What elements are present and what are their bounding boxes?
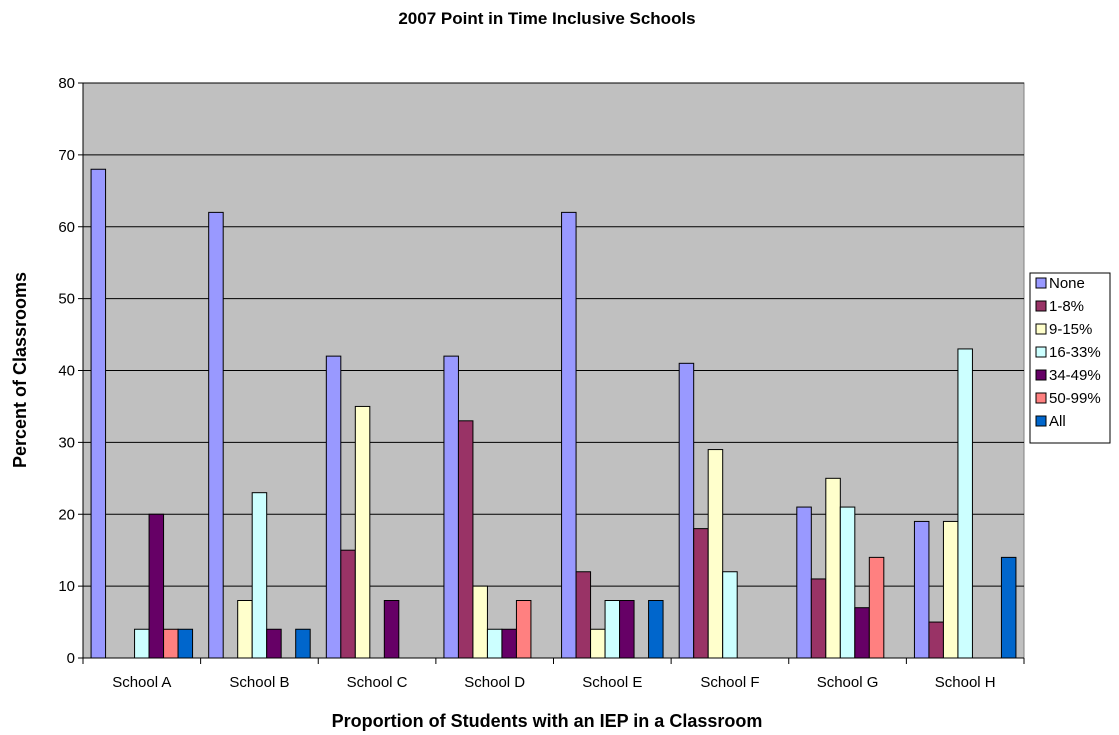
legend-label: 9-15% xyxy=(1049,321,1092,338)
bar-1-8--3 xyxy=(457,420,474,659)
bar-50-99--6 xyxy=(868,556,885,659)
x-tick-label: School F xyxy=(700,674,759,691)
bar-none-7 xyxy=(913,520,930,659)
x-tick-label: School D xyxy=(464,674,525,691)
y-tick-label: 70 xyxy=(58,147,75,164)
bar-9-15--7 xyxy=(942,520,959,659)
legend-swatch xyxy=(1035,323,1047,335)
bar-34-49--3 xyxy=(501,628,517,659)
bar-all-1 xyxy=(295,628,311,659)
bar-16-33--0 xyxy=(134,628,150,659)
bar-34-49--2 xyxy=(383,600,400,659)
legend-swatch xyxy=(1035,300,1047,312)
legend-swatch xyxy=(1035,346,1047,358)
legend-label: All xyxy=(1049,413,1066,430)
x-tick-label: School B xyxy=(229,674,289,691)
legend-label: 50-99% xyxy=(1049,390,1101,407)
bar-16-33--1 xyxy=(251,492,268,659)
bar-1-8--5 xyxy=(693,528,709,659)
y-tick-label: 50 xyxy=(58,291,75,308)
y-tick-label: 30 xyxy=(58,434,75,451)
bar-50-99--3 xyxy=(515,600,532,659)
bar-all-7 xyxy=(1000,556,1017,659)
bar-34-49--4 xyxy=(619,600,635,659)
legend-swatch xyxy=(1035,392,1047,404)
bar-9-15--2 xyxy=(354,405,371,659)
bar-34-49--6 xyxy=(854,607,870,659)
legend-label: 1-8% xyxy=(1049,298,1084,315)
legend-box xyxy=(1029,272,1111,444)
bar-1-8--7 xyxy=(928,621,944,659)
bar-9-15--1 xyxy=(237,600,253,659)
bar-none-1 xyxy=(208,211,224,659)
bar-16-33--7 xyxy=(957,348,973,659)
y-tick-label: 0 xyxy=(67,650,75,667)
bar-none-4 xyxy=(561,211,577,659)
legend-swatch xyxy=(1035,277,1047,289)
bar-16-33--4 xyxy=(604,600,621,659)
x-tick-label: School A xyxy=(112,674,171,691)
bar-1-8--2 xyxy=(340,549,356,659)
x-tick-label: School E xyxy=(582,674,642,691)
y-axis-title: Percent of Classrooms xyxy=(10,272,30,468)
bar-none-6 xyxy=(796,506,812,659)
bar-16-33--5 xyxy=(722,571,738,659)
bar-34-49--0 xyxy=(148,513,165,659)
x-tick-label: School G xyxy=(817,674,879,691)
bar-all-0 xyxy=(177,628,194,659)
y-tick-label: 80 xyxy=(58,75,75,92)
bar-50-99--0 xyxy=(163,628,179,659)
bar-none-3 xyxy=(443,355,459,659)
bar-9-15--5 xyxy=(707,449,724,659)
x-tick-label: School H xyxy=(935,674,996,691)
y-tick-label: 60 xyxy=(58,219,75,236)
x-axis-title: Proportion of Students with an IEP in a … xyxy=(332,711,763,731)
bar-all-4 xyxy=(648,600,664,659)
legend: None 1-8% 9-15% 16-33% 34-49% 50-99% All xyxy=(1029,272,1111,444)
bar-1-8--4 xyxy=(575,571,592,659)
chart-title: 2007 Point in Time Inclusive Schools xyxy=(398,9,695,28)
bar-16-33--3 xyxy=(486,628,503,659)
legend-label: 34-49% xyxy=(1049,367,1101,384)
gridlines xyxy=(83,82,1024,587)
bar-9-15--3 xyxy=(472,585,488,659)
y-tick-label: 10 xyxy=(58,578,75,595)
y-tick-label: 40 xyxy=(58,363,75,380)
bar-none-0 xyxy=(90,168,107,659)
legend-swatch xyxy=(1035,415,1047,427)
bars xyxy=(90,168,1017,659)
y-tick-label: 20 xyxy=(58,506,75,523)
bar-none-2 xyxy=(325,355,342,659)
bar-16-33--6 xyxy=(839,506,856,659)
bar-9-15--4 xyxy=(590,628,606,659)
legend-label: 16-33% xyxy=(1049,344,1101,361)
y-axis: 0 10 20 30 40 50 60 70 80 xyxy=(58,75,84,667)
bar-1-8--6 xyxy=(810,578,827,659)
bar-34-49--1 xyxy=(266,628,282,659)
legend-swatch xyxy=(1035,369,1047,381)
legend-label: None xyxy=(1049,275,1085,292)
bar-none-5 xyxy=(678,362,695,659)
x-axis: School A School B School C School D School E… xyxy=(82,657,1025,691)
x-tick-label: School C xyxy=(347,674,408,691)
bar-9-15--6 xyxy=(825,477,841,659)
